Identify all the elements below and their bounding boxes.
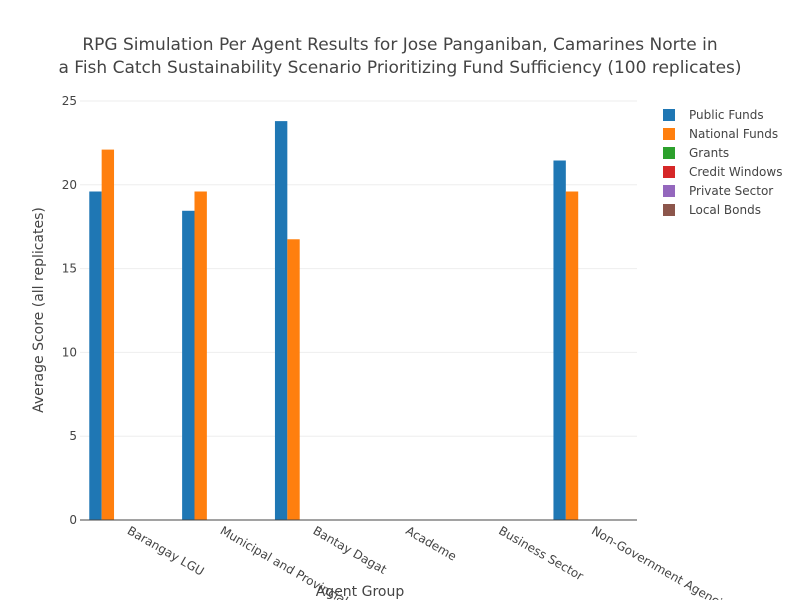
- legend-swatch: [663, 204, 675, 216]
- legend-swatch: [663, 109, 675, 121]
- x-tick-label: Barangay LGU: [125, 523, 207, 578]
- legend-item[interactable]: Public Funds: [663, 108, 764, 122]
- bar-national-funds[interactable]: [565, 191, 579, 521]
- x-tick-label: Business Sector: [496, 523, 586, 583]
- bar-public-funds[interactable]: [553, 160, 566, 521]
- bar-national-funds[interactable]: [101, 149, 115, 520]
- legend-label: National Funds: [689, 127, 778, 141]
- y-tick-label: 5: [69, 429, 77, 443]
- legend-label: Grants: [689, 146, 729, 160]
- y-tick-label: 15: [62, 262, 77, 276]
- y-axis-title: Average Score (all replicates): [31, 207, 47, 413]
- bar-public-funds[interactable]: [274, 121, 288, 521]
- legend-item[interactable]: National Funds: [663, 127, 778, 141]
- x-tick-label: Bantay Dagat: [311, 523, 390, 576]
- legend-swatch: [663, 185, 675, 197]
- y-tick-label: 10: [62, 345, 77, 359]
- legend-label: Private Sector: [689, 184, 773, 198]
- legend-item[interactable]: Credit Windows: [663, 165, 782, 179]
- bar-national-funds[interactable]: [287, 239, 300, 520]
- x-axis-title: Agent Group: [316, 584, 405, 600]
- bars: [89, 121, 579, 521]
- y-tick-label: 25: [62, 94, 77, 108]
- y-tick-label: 20: [62, 178, 77, 192]
- chart-title-line1: RPG Simulation Per Agent Results for Jos…: [82, 35, 717, 55]
- legend-item[interactable]: Private Sector: [663, 184, 773, 198]
- legend-item[interactable]: Grants: [663, 146, 729, 160]
- legend-swatch: [663, 166, 675, 178]
- y-tick-label: 0: [69, 513, 77, 527]
- legend-swatch: [663, 147, 675, 159]
- x-tick-label: Non-Government Agencies: [589, 523, 736, 600]
- x-ticks: Barangay LGU Municipal and Provincial...B…: [125, 523, 736, 600]
- grid: [80, 100, 637, 437]
- bar-public-funds[interactable]: [182, 210, 195, 520]
- legend[interactable]: Public Funds National Funds Grants Credit W…: [663, 108, 782, 217]
- legend-item[interactable]: Local Bonds: [663, 203, 761, 217]
- y-ticks: 0 5 10 15 20 25: [62, 94, 77, 527]
- legend-label: Credit Windows: [689, 165, 782, 179]
- legend-swatch: [663, 128, 675, 140]
- x-tick-label: Academe: [403, 523, 459, 563]
- legend-label: Public Funds: [689, 108, 764, 122]
- chart-title-line2: a Fish Catch Sustainability Scenario Pri…: [58, 58, 741, 78]
- bar-public-funds[interactable]: [89, 191, 102, 521]
- legend-label: Local Bonds: [689, 203, 761, 217]
- bar-national-funds[interactable]: [194, 191, 207, 521]
